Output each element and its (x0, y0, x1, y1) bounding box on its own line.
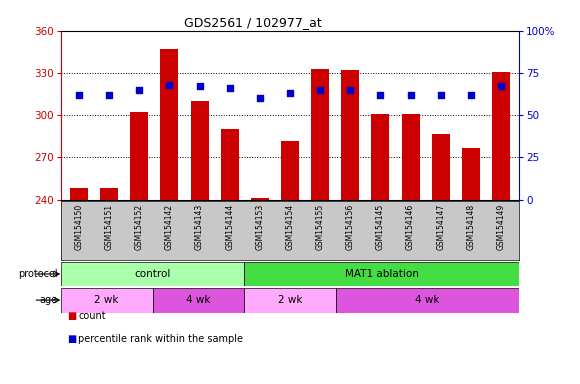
Text: GSM154151: GSM154151 (104, 204, 114, 250)
Text: ■: ■ (67, 311, 76, 321)
Point (195, 83, 204, 89)
Text: GSM154146: GSM154146 (406, 204, 415, 250)
Text: 2 wk: 2 wk (278, 295, 302, 305)
Text: count: count (78, 311, 106, 321)
Point (285, 90, 295, 96)
Bar (251, 198, 269, 200)
Text: GSM154155: GSM154155 (316, 204, 325, 250)
Bar (336, 288, 519, 313)
Bar (161, 49, 179, 200)
Text: GSM154145: GSM154145 (376, 204, 385, 250)
Point (436, 92, 445, 98)
Bar (371, 114, 390, 200)
Point (104, 92, 114, 98)
Text: GSM154156: GSM154156 (346, 204, 355, 250)
Text: GSM154153: GSM154153 (255, 204, 264, 250)
Bar (220, 129, 239, 200)
Bar (153, 288, 244, 313)
Point (255, 95, 264, 101)
Point (496, 83, 506, 89)
Text: GSM154142: GSM154142 (165, 204, 174, 250)
Bar (432, 134, 450, 200)
Text: MAT1 ablation: MAT1 ablation (345, 269, 419, 279)
Point (316, 87, 325, 93)
Bar (100, 189, 118, 200)
Text: 4 wk: 4 wk (415, 295, 440, 305)
Point (406, 92, 415, 98)
Text: GDS2561 / 102977_at: GDS2561 / 102977_at (184, 16, 322, 29)
Bar (130, 113, 148, 200)
Text: percentile rank within the sample: percentile rank within the sample (78, 334, 243, 344)
Text: GSM154150: GSM154150 (74, 204, 84, 250)
Bar (281, 141, 299, 200)
Text: protocol: protocol (19, 269, 58, 279)
Point (225, 85, 234, 91)
Bar (244, 262, 519, 286)
Text: GSM154148: GSM154148 (466, 204, 476, 250)
Point (376, 92, 385, 98)
Text: GSM154147: GSM154147 (436, 204, 445, 250)
Bar (244, 288, 336, 313)
Bar (61, 262, 244, 286)
Point (346, 87, 355, 93)
Bar (311, 69, 329, 200)
Point (74, 92, 84, 98)
Bar (341, 70, 360, 200)
Bar (492, 71, 510, 200)
Text: GSM154149: GSM154149 (496, 204, 506, 250)
Text: GSM154143: GSM154143 (195, 204, 204, 250)
Text: GSM154154: GSM154154 (285, 204, 295, 250)
Text: 2 wk: 2 wk (95, 295, 119, 305)
Bar (190, 101, 209, 200)
Text: GSM154152: GSM154152 (135, 204, 144, 250)
Point (165, 82, 174, 88)
Point (135, 87, 144, 93)
Bar (401, 114, 419, 200)
Text: 4 wk: 4 wk (186, 295, 211, 305)
Point (466, 92, 476, 98)
Bar (462, 147, 480, 200)
Text: ■: ■ (67, 334, 76, 344)
Text: GSM154144: GSM154144 (225, 204, 234, 250)
Text: age: age (40, 295, 58, 305)
Bar (70, 189, 88, 200)
Bar (61, 288, 153, 313)
Text: control: control (135, 269, 171, 279)
